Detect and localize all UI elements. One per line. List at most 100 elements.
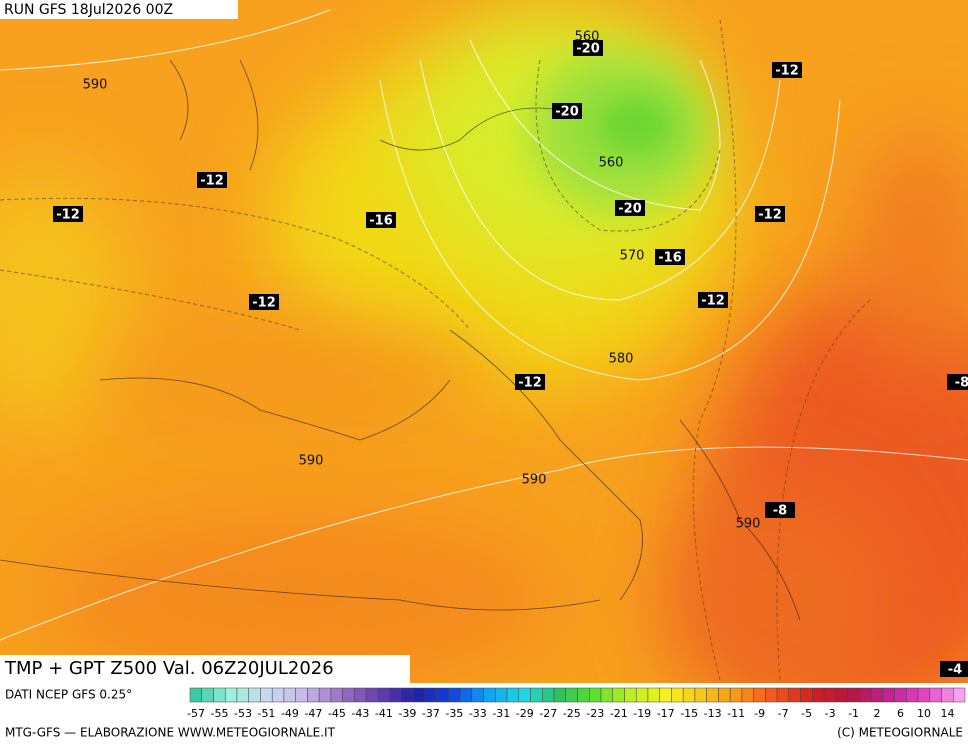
colorbar-swatch [518, 687, 531, 703]
colorbar-tick-label: -43 [351, 707, 369, 720]
colorbar-swatch [800, 687, 813, 703]
colorbar-swatch [307, 687, 320, 703]
isotherm-label-box [698, 292, 728, 308]
colorbar-swatch [906, 687, 919, 703]
colorbar-swatch [542, 687, 555, 703]
map-title: TMP + GPT Z500 Val. 06Z20JUL2026 [4, 658, 334, 679]
colorbar-swatch [260, 687, 273, 703]
colorbar-swatch [765, 687, 778, 703]
colorbar-swatch [941, 687, 954, 703]
colorbar-swatch [295, 687, 308, 703]
isotherm-label-box [765, 502, 795, 518]
isotherms [0, 19, 871, 681]
colorbar-swatch [953, 687, 966, 703]
colorbar-tick-label: -33 [469, 707, 487, 720]
colorbar-tick-label: -35 [445, 707, 463, 720]
isotherm-label-box [573, 40, 603, 56]
colorbar-tick-label: -25 [563, 707, 581, 720]
height-label: 590 [83, 78, 108, 93]
isotherm-label-box [366, 212, 396, 228]
colorbar-swatch [882, 687, 895, 703]
isotherm-label: -12 [518, 376, 542, 391]
colorbar-swatch [647, 687, 660, 703]
isotherm-label-box [615, 200, 645, 216]
isotherm-label: -16 [658, 251, 682, 266]
colorbar-tick-label: -17 [657, 707, 675, 720]
colorbar-swatch [788, 687, 801, 703]
colorbar-swatch [365, 687, 379, 703]
isohypses [0, 9, 968, 641]
colorbar-swatch [189, 687, 202, 703]
colorbar-swatch [718, 687, 731, 703]
colorbar-tick-label: -41 [375, 707, 393, 720]
colorbar-tick-label: -37 [422, 707, 440, 720]
colorbar: -57 -55 -53 -51 -49 -47 -45 -43 -41 -39 -37 -35 -33-… [187, 687, 966, 720]
colorbar-swatch [741, 687, 754, 703]
colorbar-tick-label: -11 [727, 707, 745, 720]
colorbar-swatch [389, 687, 402, 703]
colorbar-swatch [859, 687, 872, 703]
footer-right: (C) METEOGIORNALE [837, 726, 963, 740]
isotherm-label: -12 [252, 296, 276, 311]
colorbar-swatch [483, 687, 496, 703]
isotherm-label-box [552, 103, 582, 119]
colorbar-tick-label: -15 [680, 707, 698, 720]
colorbar-swatch [588, 687, 602, 703]
colorbar-swatch [224, 687, 238, 703]
colorbar-swatch [729, 687, 743, 703]
colorbar-swatch [659, 687, 672, 703]
colorbar-tick-label: -1 [848, 707, 859, 720]
colorbar-swatch [401, 687, 414, 703]
colorbar-tick-label: -9 [754, 707, 765, 720]
colorbar-tick-label: -53 [234, 707, 252, 720]
colorbar-swatch [776, 687, 790, 703]
colorbar-swatch [671, 687, 684, 703]
colorbar-swatch [471, 687, 484, 703]
colorbar-tick-label: 2 [874, 707, 881, 720]
colorbar-swatch [917, 687, 931, 703]
colorbar-tick-label: -27 [539, 707, 557, 720]
colorbar-swatch [624, 687, 637, 703]
isotherm-label-box [515, 374, 545, 390]
colorbar-swatch [753, 687, 766, 703]
isotherm-label: -8 [955, 376, 968, 391]
colorbar-swatch [812, 687, 825, 703]
colorbar-tick-label: 6 [897, 707, 904, 720]
temperature-field: -20 -12 -20 -12 -12 -16 -20 -12 -16 -12 -12 -12 -8 -8… [0, 0, 968, 683]
colorbar-swatch [847, 687, 860, 703]
isotherm-label-box [772, 62, 802, 78]
height-label: 560 [599, 156, 624, 171]
isotherm-label-box [197, 172, 227, 188]
isotherm-label: -12 [56, 208, 80, 223]
colorbar-swatch [706, 687, 719, 703]
isotherm-label: -12 [775, 64, 799, 79]
colorbar-swatch [612, 687, 625, 703]
colorbar-tick-label: -55 [211, 707, 229, 720]
colorbar-swatch [236, 687, 249, 703]
isotherm-label: -20 [555, 105, 579, 120]
colorbar-tick-label: -47 [304, 707, 322, 720]
coastlines [0, 59, 801, 621]
colorbar-swatch [506, 687, 520, 703]
colorbar-tick-label: -23 [586, 707, 604, 720]
colorbar-tick-label: -39 [398, 707, 416, 720]
colorbar-swatch [929, 687, 942, 703]
colorbar-tick-label: -19 [633, 707, 651, 720]
colorbar-swatch [870, 687, 884, 703]
colorbar-swatch [823, 687, 837, 703]
colorbar-swatch [577, 687, 590, 703]
colorbar-swatch [424, 687, 437, 703]
isotherm-label-box [249, 294, 279, 310]
colorbar-swatch [436, 687, 449, 703]
colorbar-swatch [495, 687, 508, 703]
run-box [0, 0, 238, 19]
colorbar-tick-label: 14 [941, 707, 955, 720]
isotherm-label-box [655, 249, 685, 265]
colorbar-swatch [330, 687, 343, 703]
footer-left: MTG-GFS — ELABORAZIONE WWW.METEOGIORNALE… [5, 726, 336, 740]
isotherm-label: -4 [948, 663, 962, 678]
colorbar-swatch [894, 687, 907, 703]
colorbar-swatch [565, 687, 578, 703]
colorbar-tick-label: -5 [801, 707, 812, 720]
